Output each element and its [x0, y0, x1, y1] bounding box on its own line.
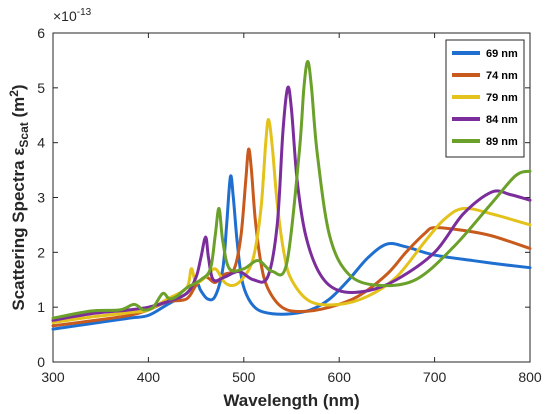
y-tick-label: 4 [37, 135, 45, 151]
y-tick-label: 2 [37, 244, 45, 260]
series-lines [51, 60, 532, 331]
y-tick-label: 3 [37, 190, 45, 206]
y-exponent-label: ×10-13 [53, 7, 92, 24]
series-line-74-nm [51, 147, 532, 328]
x-tick-label: 500 [232, 369, 256, 385]
legend: 69 nm 74 nm 79 nm 84 nm 89 nm [445, 39, 525, 158]
x-tick-label: 600 [328, 369, 352, 385]
x-tick-label: 300 [41, 369, 65, 385]
y-axis-ticks: 0 1 2 3 4 5 6 [37, 25, 530, 370]
legend-label: 69 nm [486, 48, 518, 60]
y-tick-label: 5 [37, 80, 45, 96]
legend-items: 69 nm 74 nm 79 nm 84 nm 89 nm [452, 48, 518, 148]
x-tick-label: 800 [518, 369, 542, 385]
series-line-89-nm [51, 60, 532, 320]
x-tick-label: 400 [137, 369, 161, 385]
y-axis-title: Scattering Spectra εScat (m2) [7, 84, 31, 310]
legend-label: 79 nm [486, 92, 518, 104]
series-line-84-nm [51, 85, 532, 322]
x-tick-label: 700 [423, 369, 447, 385]
legend-label: 89 nm [486, 136, 518, 148]
y-tick-label: 1 [37, 299, 45, 315]
y-tick-label: 6 [37, 25, 45, 41]
x-axis-ticks: 300 400 500 600 700 800 [41, 33, 542, 385]
legend-label: 84 nm [486, 114, 518, 126]
x-axis-title: Wavelength (nm) [223, 391, 359, 410]
y-tick-label: 0 [37, 354, 45, 370]
legend-label: 74 nm [486, 70, 518, 82]
